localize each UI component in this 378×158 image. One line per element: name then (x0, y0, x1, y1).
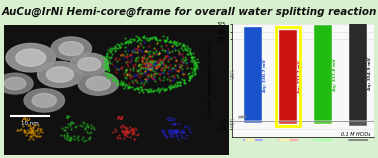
Circle shape (6, 43, 56, 72)
Text: HER: HER (231, 117, 235, 127)
Circle shape (86, 77, 110, 91)
Circle shape (24, 89, 65, 112)
Circle shape (32, 93, 56, 107)
Bar (279, 121, 297, 124)
Bar (349, 21, 367, 121)
Circle shape (0, 73, 33, 94)
Text: Δη: 321.7 mV: Δη: 321.7 mV (298, 60, 302, 93)
Circle shape (78, 72, 118, 95)
Text: Δη: 330.7 mV: Δη: 330.7 mV (263, 59, 267, 91)
Bar (279, 30, 297, 121)
Text: 0.1 M HClO₄: 0.1 M HClO₄ (341, 132, 370, 137)
Y-axis label: Overall overpotential (mV): Overall overpotential (mV) (208, 44, 213, 117)
Text: Cu: Cu (167, 116, 176, 122)
Circle shape (37, 62, 82, 88)
Text: OER: OER (231, 69, 235, 79)
Text: Au: Au (21, 117, 31, 122)
Bar (276, 27, 300, 126)
Circle shape (4, 77, 26, 90)
Circle shape (51, 37, 91, 60)
Text: Δη: 337.8 mV: Δη: 337.8 mV (333, 58, 337, 91)
Text: Ir: Ir (66, 115, 71, 120)
Text: Δη: 354.9 mV: Δη: 354.9 mV (368, 57, 372, 90)
Bar (314, 121, 332, 124)
Circle shape (46, 67, 73, 82)
Text: AuCu@IrNi Hemi-core@frame for overall water splitting reaction: AuCu@IrNi Hemi-core@frame for overall wa… (1, 6, 377, 17)
Text: 10 nm: 10 nm (21, 121, 39, 126)
Circle shape (70, 53, 108, 75)
Bar (314, 25, 332, 121)
Bar (349, 121, 367, 126)
Text: Ni: Ni (117, 116, 124, 121)
Circle shape (59, 42, 84, 56)
Bar (244, 121, 262, 123)
Circle shape (78, 58, 101, 71)
Circle shape (16, 49, 46, 66)
Bar (244, 27, 262, 121)
